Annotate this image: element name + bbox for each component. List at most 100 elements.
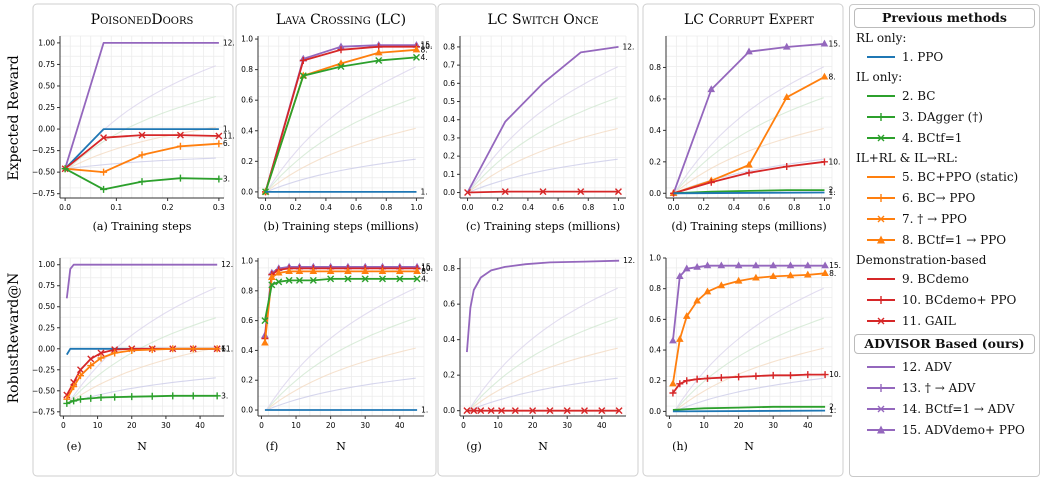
legend-item-label: 11. GAIL bbox=[902, 313, 956, 328]
legend-item-label: 8. BCtf=1 → PPO bbox=[902, 232, 1007, 247]
data-point bbox=[176, 174, 184, 182]
y-tick-label: 0.8 bbox=[649, 63, 661, 72]
x-tick-label: 0.6 bbox=[552, 203, 564, 212]
legend-swatch bbox=[867, 175, 895, 178]
x-tick-label: 0.3 bbox=[213, 203, 225, 212]
y-tick-label: −0.50 bbox=[32, 168, 55, 177]
series-end-label: 8. bbox=[828, 72, 835, 81]
y-tick-label: 1.00 bbox=[38, 260, 55, 269]
data-point bbox=[309, 267, 318, 275]
legend-item-label: 14. BCtf=1 → ADV bbox=[902, 401, 1015, 416]
ghost-curve bbox=[266, 158, 416, 193]
data-point bbox=[820, 158, 828, 166]
ghost-curve bbox=[673, 317, 824, 412]
data-point bbox=[189, 345, 197, 353]
series-10: 10. bbox=[669, 370, 841, 397]
data-point bbox=[821, 261, 829, 269]
ghost-curve bbox=[467, 347, 618, 412]
data-point bbox=[213, 392, 221, 400]
y-tick-label: 0.50 bbox=[38, 302, 55, 311]
data-point bbox=[169, 392, 177, 400]
y-tick-label: 0.8 bbox=[649, 284, 661, 293]
data-point bbox=[477, 407, 485, 415]
data-point bbox=[539, 188, 547, 196]
ghost-curve bbox=[67, 126, 216, 170]
series-end-label: 4. bbox=[421, 274, 428, 283]
series-end-label: 10. bbox=[421, 264, 433, 273]
chart-0: 0.0 0.1 0.2 0.3 −0.75 −0.50 −0.25 0.00 0.25 0.50 0… bbox=[32, 12, 235, 233]
data-point bbox=[176, 131, 184, 139]
series-end-label: 8. bbox=[420, 45, 427, 54]
series-6: 6. bbox=[63, 344, 228, 403]
data-point bbox=[285, 267, 293, 275]
data-point bbox=[734, 261, 743, 269]
data-point bbox=[63, 399, 71, 407]
data-point bbox=[745, 169, 753, 177]
data-point bbox=[344, 267, 352, 275]
x-tick-label: 10 bbox=[291, 421, 301, 430]
series-line-8 bbox=[672, 272, 826, 384]
legend-item-3: 3. DAgger (†) bbox=[866, 106, 1039, 127]
data-point bbox=[745, 47, 753, 55]
x-tick-label: 30 bbox=[161, 421, 171, 430]
y-tick-label: 0.2 bbox=[443, 371, 455, 380]
x-tick-label: 10 bbox=[493, 421, 503, 430]
ghost-curve bbox=[467, 287, 618, 412]
series-end-label: 15. bbox=[829, 261, 841, 270]
x-tick-label: 30 bbox=[562, 421, 572, 430]
data-point bbox=[61, 165, 69, 173]
data-point bbox=[299, 72, 307, 80]
x-tick-label: 30 bbox=[360, 421, 370, 430]
data-point bbox=[803, 270, 812, 278]
data-point bbox=[413, 275, 421, 283]
swatch-marker bbox=[877, 215, 885, 222]
legend-item-label: 7. † → PPO bbox=[902, 211, 967, 226]
ghost-curve bbox=[673, 66, 824, 194]
y-tick-label: 1.0 bbox=[649, 254, 661, 263]
y-tick-label: 0.4 bbox=[241, 346, 253, 355]
y-tick-label: 0.0 bbox=[649, 407, 661, 416]
data-point bbox=[787, 371, 794, 379]
ghost-curve bbox=[67, 287, 217, 404]
data-point bbox=[169, 345, 177, 353]
legend-item-label: 1. PPO bbox=[902, 49, 944, 64]
x-tick-label: 0.1 bbox=[110, 203, 122, 212]
data-point bbox=[309, 276, 317, 284]
x-tick-label: 0.0 bbox=[260, 203, 272, 212]
y-tick-label: 0.4 bbox=[241, 126, 253, 135]
data-point bbox=[296, 276, 303, 284]
data-point bbox=[97, 349, 105, 357]
ghost-curve bbox=[467, 66, 618, 193]
data-point bbox=[786, 271, 795, 279]
data-point bbox=[213, 345, 221, 353]
series-end-label: 11. bbox=[223, 131, 235, 140]
ghost-curves bbox=[265, 66, 416, 193]
series-1: 1. bbox=[64, 125, 230, 170]
data-point bbox=[682, 312, 691, 319]
data-point bbox=[215, 175, 223, 183]
x-axis-label: N bbox=[336, 440, 346, 453]
y-tick-label: 0.5 bbox=[443, 97, 455, 106]
data-point bbox=[707, 85, 716, 93]
data-point bbox=[676, 380, 684, 388]
data-point bbox=[703, 287, 712, 295]
legend-swatch bbox=[867, 405, 895, 412]
swatch-marker bbox=[877, 383, 885, 392]
swatch-marker bbox=[877, 295, 885, 304]
legend-item-1: 1. PPO bbox=[866, 46, 1039, 67]
series-end-label: 4. bbox=[420, 53, 427, 62]
panel-caption: (g) bbox=[466, 440, 482, 453]
legend-swatch bbox=[867, 193, 895, 202]
data-point bbox=[752, 372, 760, 380]
legend-header-previous: Previous methods bbox=[854, 8, 1035, 28]
data-point bbox=[100, 185, 108, 193]
legend-group-label: IL+RL & IL→RL: bbox=[856, 151, 958, 165]
chart-1: 0.0 0.2 0.4 0.6 0.8 1.00.00.20.40.60.81.015.1… bbox=[241, 12, 432, 233]
data-point bbox=[337, 63, 345, 71]
panel-caption: (d) Training steps (millions) bbox=[671, 220, 826, 233]
data-point bbox=[498, 407, 505, 415]
swatch-marker bbox=[877, 112, 885, 121]
x-axis-label: N bbox=[744, 440, 754, 453]
ghost-curve bbox=[68, 377, 216, 404]
data-point bbox=[111, 393, 119, 401]
